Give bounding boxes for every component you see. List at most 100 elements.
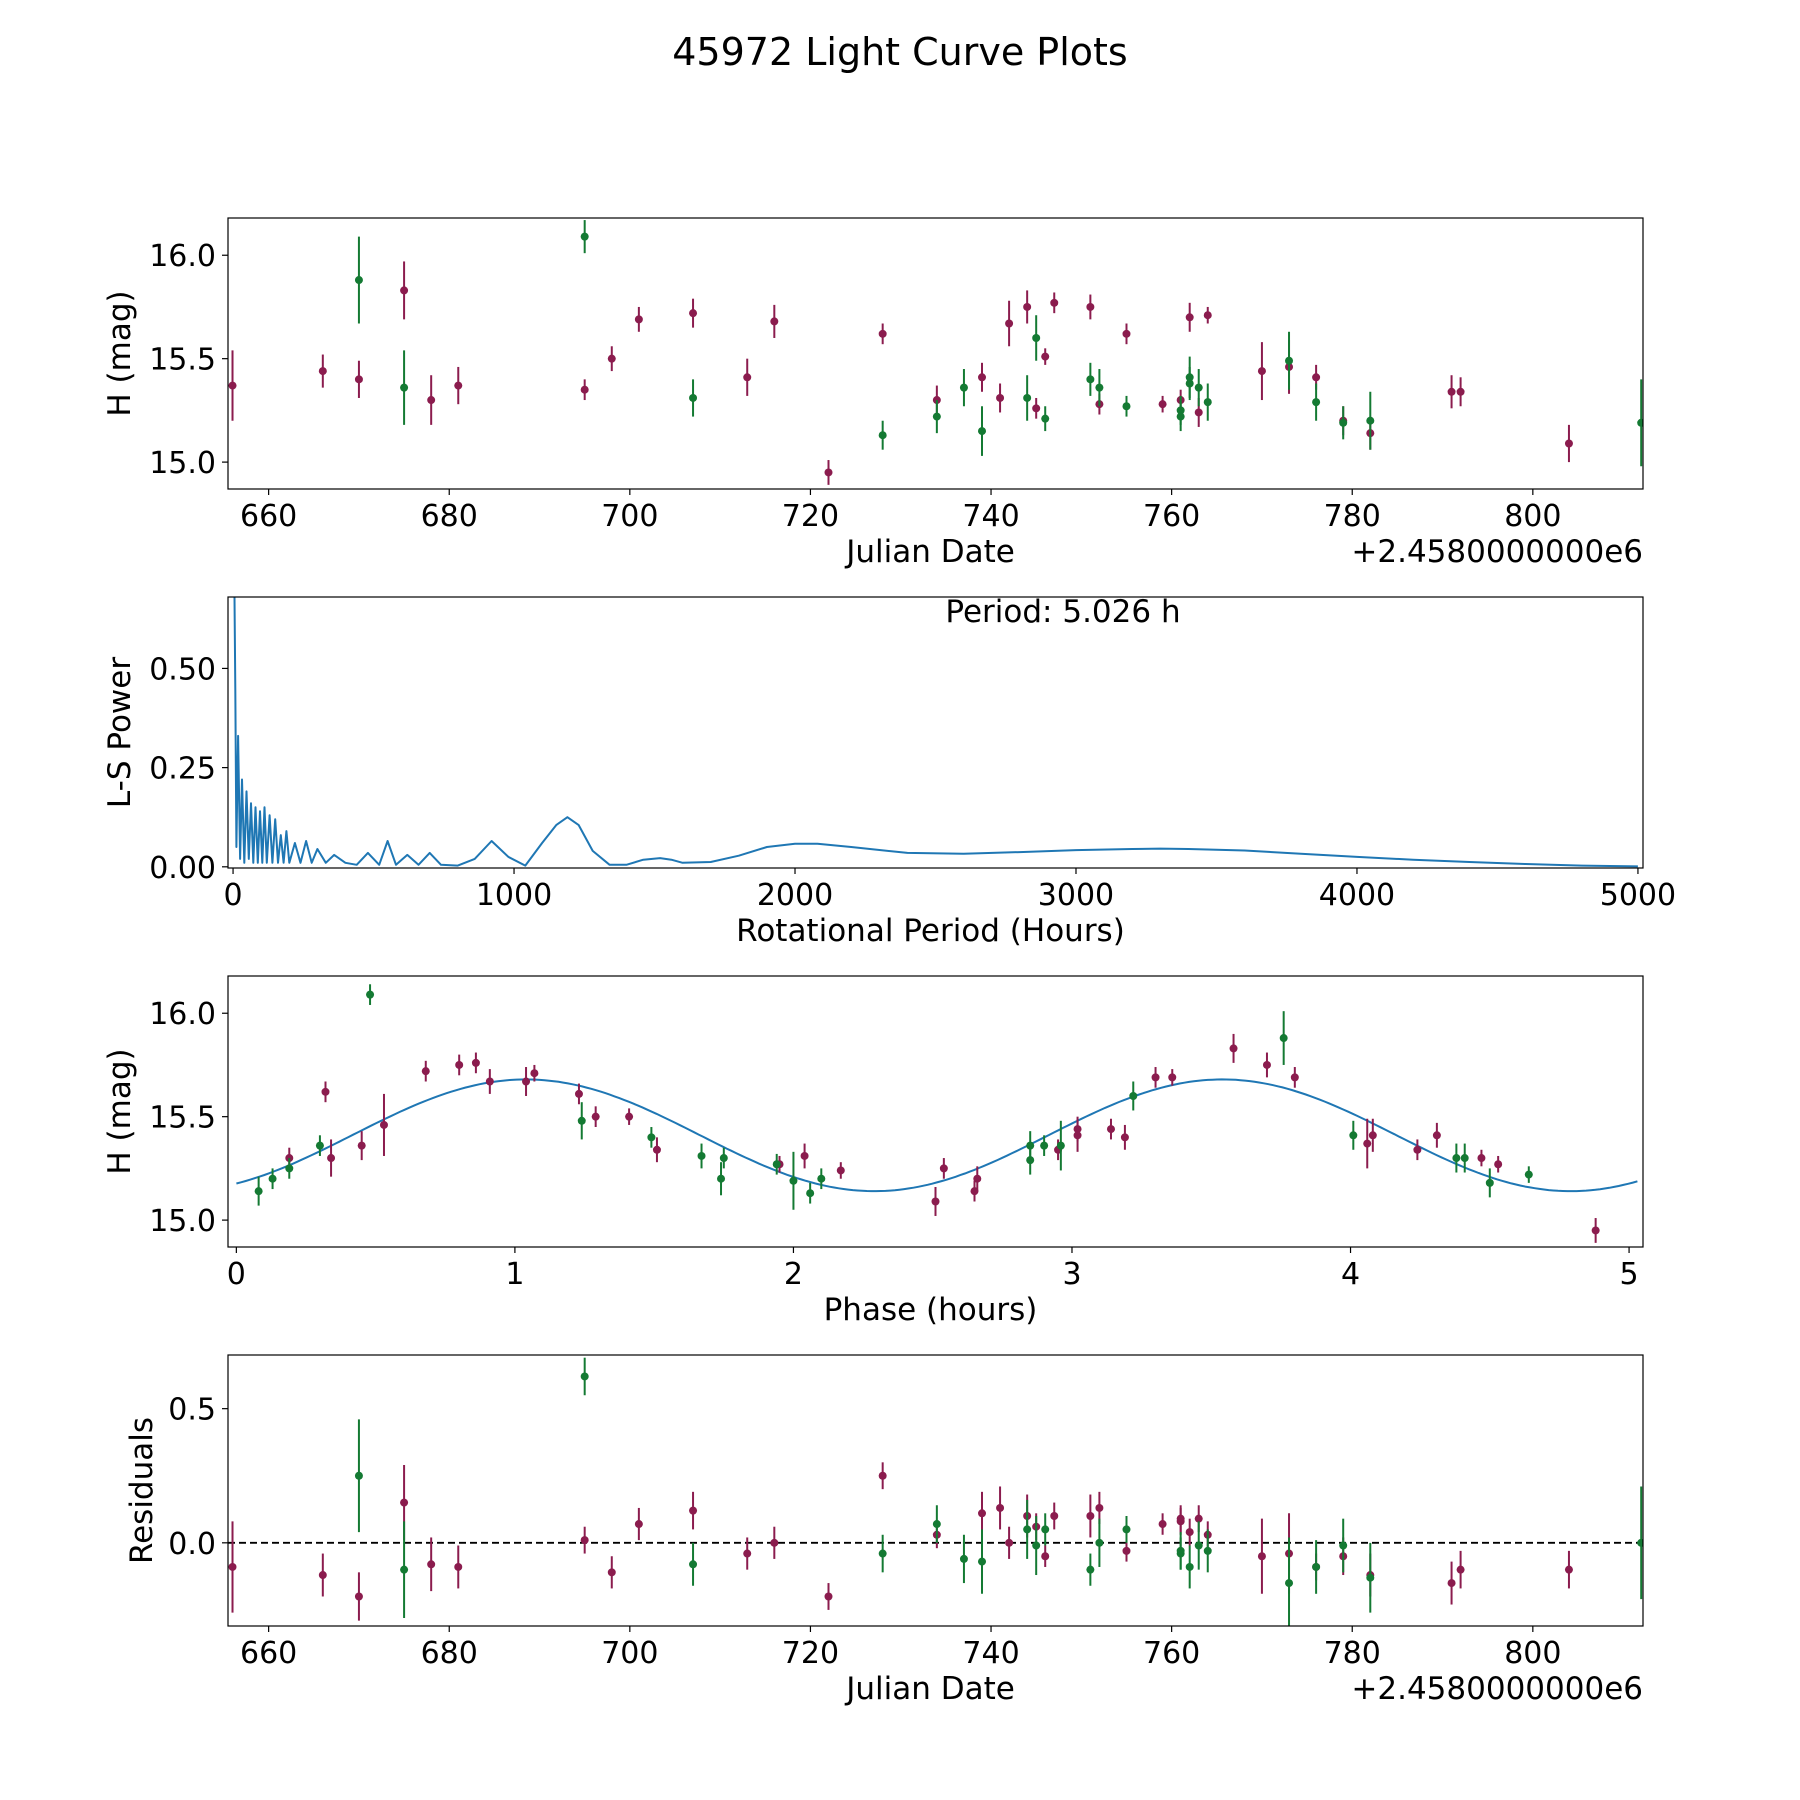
- y-tick-label: 0.00: [149, 851, 216, 886]
- marker: [228, 1562, 237, 1571]
- marker: [1485, 1178, 1494, 1187]
- marker: [1095, 1503, 1104, 1512]
- marker: [817, 1174, 826, 1183]
- marker: [1366, 1573, 1375, 1582]
- data-point-r: [1041, 1545, 1050, 1567]
- data-point-r: [318, 354, 327, 388]
- data-point-g: [1285, 331, 1294, 390]
- data-point-g: [1032, 1515, 1041, 1576]
- data-point-g: [580, 1357, 589, 1396]
- data-point-r: [327, 1139, 336, 1177]
- marker: [421, 1067, 430, 1076]
- data-point-r: [939, 1158, 948, 1179]
- marker: [454, 381, 463, 390]
- marker: [1032, 404, 1041, 413]
- y-tick-label: 16.0: [149, 997, 216, 1032]
- marker: [580, 232, 589, 241]
- marker: [1122, 1525, 1131, 1534]
- data-point-r: [1073, 1118, 1082, 1152]
- x-tick-label: 660: [240, 1636, 297, 1671]
- marker: [689, 309, 698, 318]
- data-point-r: [634, 306, 643, 332]
- marker: [354, 1592, 363, 1601]
- y-tick-label: 0.5: [168, 1393, 216, 1428]
- x-tick-label: 4: [1341, 1257, 1360, 1292]
- data-point-r: [1086, 1494, 1095, 1538]
- marker: [973, 1174, 982, 1183]
- x-tick-label: 760: [1143, 499, 1200, 534]
- data-point-r: [1158, 395, 1167, 413]
- figure-title: 45972 Light Curve Plots: [672, 30, 1128, 74]
- marker: [719, 1154, 728, 1163]
- data-point-r: [421, 1060, 430, 1082]
- data-point-g: [580, 220, 589, 254]
- data-point-r: [800, 1143, 809, 1169]
- data-point-g: [1122, 395, 1131, 417]
- marker: [1176, 406, 1185, 415]
- marker: [354, 375, 363, 384]
- data-point-g: [772, 1153, 781, 1175]
- x-tick-label: 680: [421, 1636, 478, 1671]
- data-point-g: [1524, 1166, 1533, 1183]
- data-point-g: [1122, 1515, 1131, 1543]
- axes-frame: [227, 217, 1644, 490]
- data-point-g: [689, 379, 698, 417]
- marker: [1158, 400, 1167, 409]
- axes-frame: [227, 975, 1644, 1248]
- marker: [978, 373, 987, 382]
- marker: [471, 1058, 480, 1067]
- data-point-r: [634, 1507, 643, 1541]
- data-point-r: [1262, 1052, 1271, 1078]
- data-point-g: [315, 1135, 324, 1156]
- data-point-r: [824, 460, 833, 485]
- data-point-r: [607, 346, 616, 372]
- data-point-g: [978, 1529, 987, 1594]
- y-axis-label: H (mag): [102, 1048, 138, 1174]
- marker: [1564, 1565, 1573, 1574]
- marker: [455, 1060, 464, 1069]
- y-axis-label: Residuals: [124, 1417, 160, 1564]
- data-point-g: [1194, 1521, 1203, 1570]
- marker: [939, 1164, 948, 1173]
- data-point-r: [1050, 1502, 1059, 1530]
- x-axis-label: Julian Date: [844, 534, 1015, 570]
- marker: [400, 1565, 409, 1574]
- data-point-r: [455, 1054, 464, 1076]
- marker: [1005, 319, 1014, 328]
- data-point-g: [1366, 391, 1375, 450]
- marker: [1203, 1546, 1212, 1555]
- data-point-g: [959, 1534, 968, 1584]
- marker: [427, 1560, 436, 1569]
- data-point-r: [625, 1108, 634, 1125]
- marker: [315, 1141, 324, 1150]
- marker: [1447, 1579, 1456, 1588]
- axes-frame: [227, 596, 1644, 869]
- marker: [577, 1116, 586, 1125]
- data-point-r: [357, 1131, 366, 1161]
- data-point-r: [689, 298, 698, 328]
- marker: [1040, 1141, 1049, 1150]
- marker: [354, 1471, 363, 1480]
- marker: [1637, 418, 1643, 427]
- marker: [427, 396, 436, 405]
- data-point-r: [1564, 424, 1573, 463]
- marker: [522, 1077, 531, 1086]
- marker: [1120, 1133, 1129, 1142]
- marker: [357, 1141, 366, 1150]
- data-point-r: [973, 1166, 982, 1192]
- data-point-g: [689, 1542, 698, 1586]
- marker: [1194, 1541, 1203, 1550]
- marker: [1095, 1538, 1104, 1547]
- marker: [1413, 1145, 1422, 1154]
- data-point-r: [379, 1093, 388, 1156]
- marker: [1041, 1552, 1050, 1561]
- data-point-r: [1185, 302, 1194, 332]
- marker: [959, 1554, 968, 1563]
- data-point-g: [978, 406, 987, 456]
- x-tick-label: 2: [784, 1257, 803, 1292]
- marker: [1349, 1131, 1358, 1140]
- data-point-g: [1040, 1135, 1049, 1156]
- x-tick-label: 5000: [1600, 878, 1676, 913]
- data-point-g: [366, 984, 375, 1005]
